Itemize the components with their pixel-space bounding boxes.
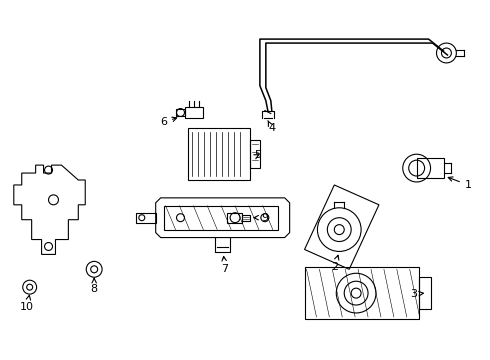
Bar: [242, 215, 250, 221]
Text: 5: 5: [254, 150, 261, 160]
Text: 10: 10: [20, 295, 34, 312]
Text: 2: 2: [331, 255, 339, 272]
Bar: [175, 109, 185, 117]
Bar: [305, 267, 418, 319]
Bar: [418, 277, 431, 309]
Bar: [136, 213, 156, 223]
Bar: [416, 158, 444, 178]
Bar: [185, 107, 203, 118]
Bar: [250, 140, 260, 168]
Bar: [164, 206, 278, 230]
Text: 9: 9: [254, 213, 269, 223]
Text: 6: 6: [160, 117, 177, 127]
Bar: [227, 213, 242, 223]
Text: 1: 1: [448, 177, 472, 190]
Text: 4: 4: [268, 121, 275, 134]
Text: 3: 3: [410, 289, 423, 299]
Text: 8: 8: [91, 278, 98, 294]
Text: 7: 7: [221, 256, 229, 274]
Bar: [189, 129, 250, 180]
